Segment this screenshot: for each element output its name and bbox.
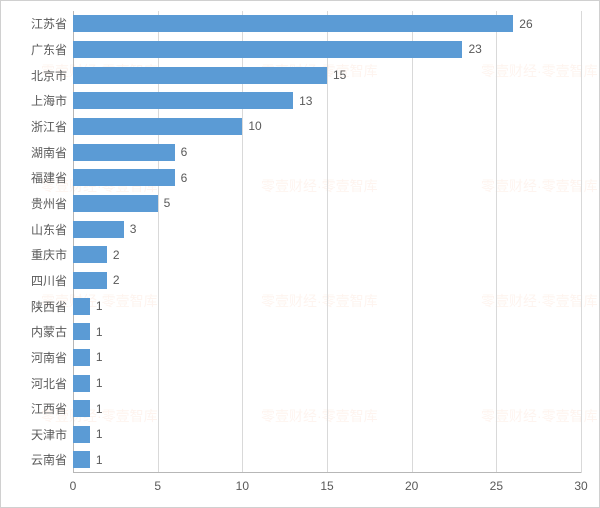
bar-value-label: 3 <box>124 222 137 236</box>
category-label: 浙江省 <box>7 118 73 135</box>
category-label: 内蒙古 <box>7 323 73 340</box>
category-label: 河北省 <box>7 375 73 392</box>
bar-value-label: 1 <box>90 350 103 364</box>
bar-value-label: 6 <box>175 171 188 185</box>
category-label: 江苏省 <box>7 15 73 32</box>
category-label: 湖南省 <box>7 144 73 161</box>
bar <box>73 349 90 366</box>
bar-value-label: 1 <box>90 376 103 390</box>
bar <box>73 323 90 340</box>
bar-row: 重庆市2 <box>73 246 581 263</box>
bar-value-label: 1 <box>90 427 103 441</box>
bar-value-label: 15 <box>327 68 346 82</box>
category-label: 重庆市 <box>7 246 73 263</box>
category-label: 河南省 <box>7 349 73 366</box>
category-label: 贵州省 <box>7 195 73 212</box>
bar-row: 上海市13 <box>73 92 581 109</box>
x-tick-label: 5 <box>154 479 161 493</box>
bar-row: 江西省1 <box>73 400 581 417</box>
bar-row: 河南省1 <box>73 349 581 366</box>
bar <box>73 144 175 161</box>
x-tick-label: 30 <box>574 479 587 493</box>
x-axis-ticks: 051015202530 <box>73 475 581 495</box>
bar <box>73 375 90 392</box>
bar-row: 贵州省5 <box>73 195 581 212</box>
bar <box>73 169 175 186</box>
x-tick-label: 0 <box>70 479 77 493</box>
category-label: 山东省 <box>7 221 73 238</box>
category-label: 福建省 <box>7 169 73 186</box>
bar-row: 陕西省1 <box>73 298 581 315</box>
bar-row: 江苏省26 <box>73 15 581 32</box>
bar-value-label: 2 <box>107 273 120 287</box>
x-tick-label: 25 <box>490 479 503 493</box>
category-label: 广东省 <box>7 41 73 58</box>
bar <box>73 426 90 443</box>
bar-value-label: 1 <box>90 299 103 313</box>
bar <box>73 298 90 315</box>
category-label: 北京市 <box>7 67 73 84</box>
bar <box>73 246 107 263</box>
bar-value-label: 2 <box>107 248 120 262</box>
category-label: 上海市 <box>7 92 73 109</box>
category-label: 云南省 <box>7 451 73 468</box>
bar <box>73 67 327 84</box>
bar-row: 内蒙古1 <box>73 323 581 340</box>
bar-chart: 零壹财经·零壹智库 零壹财经·零壹智库 零壹财经·零壹智库 零壹财经·零壹智库 … <box>0 0 600 508</box>
bar <box>73 451 90 468</box>
category-label: 天津市 <box>7 426 73 443</box>
bar-row: 广东省23 <box>73 41 581 58</box>
bar-value-label: 23 <box>462 42 481 56</box>
x-tick-label: 20 <box>405 479 418 493</box>
bar-value-label: 6 <box>175 145 188 159</box>
plot-area: 江苏省26 广东省23 北京市15 上海市13 浙江省10 湖南省6 福建省6 贵州省5 山东省… <box>73 11 581 473</box>
bar-value-label: 5 <box>158 196 171 210</box>
x-tick-label: 10 <box>236 479 249 493</box>
bar <box>73 15 513 32</box>
bars-container: 江苏省26 广东省23 北京市15 上海市13 浙江省10 湖南省6 福建省6 贵州省5 山东省… <box>73 11 581 473</box>
bar <box>73 272 107 289</box>
bar-row: 浙江省10 <box>73 118 581 135</box>
bar-row: 湖南省6 <box>73 144 581 161</box>
bar-row: 云南省1 <box>73 451 581 468</box>
bar-value-label: 10 <box>242 119 261 133</box>
bar-value-label: 13 <box>293 94 312 108</box>
bar-value-label: 26 <box>513 17 532 31</box>
bar-row: 福建省6 <box>73 169 581 186</box>
bar-row: 四川省2 <box>73 272 581 289</box>
bar-value-label: 1 <box>90 453 103 467</box>
bar <box>73 92 293 109</box>
category-label: 四川省 <box>7 272 73 289</box>
bar-value-label: 1 <box>90 325 103 339</box>
bar <box>73 221 124 238</box>
category-label: 陕西省 <box>7 298 73 315</box>
bar-row: 山东省3 <box>73 221 581 238</box>
bar <box>73 41 462 58</box>
bar <box>73 195 158 212</box>
bar-row: 北京市15 <box>73 67 581 84</box>
bar <box>73 400 90 417</box>
bar-row: 河北省1 <box>73 375 581 392</box>
x-tick-label: 15 <box>320 479 333 493</box>
category-label: 江西省 <box>7 400 73 417</box>
bar-value-label: 1 <box>90 402 103 416</box>
bar <box>73 118 242 135</box>
grid-line <box>581 11 582 473</box>
bar-row: 天津市1 <box>73 426 581 443</box>
